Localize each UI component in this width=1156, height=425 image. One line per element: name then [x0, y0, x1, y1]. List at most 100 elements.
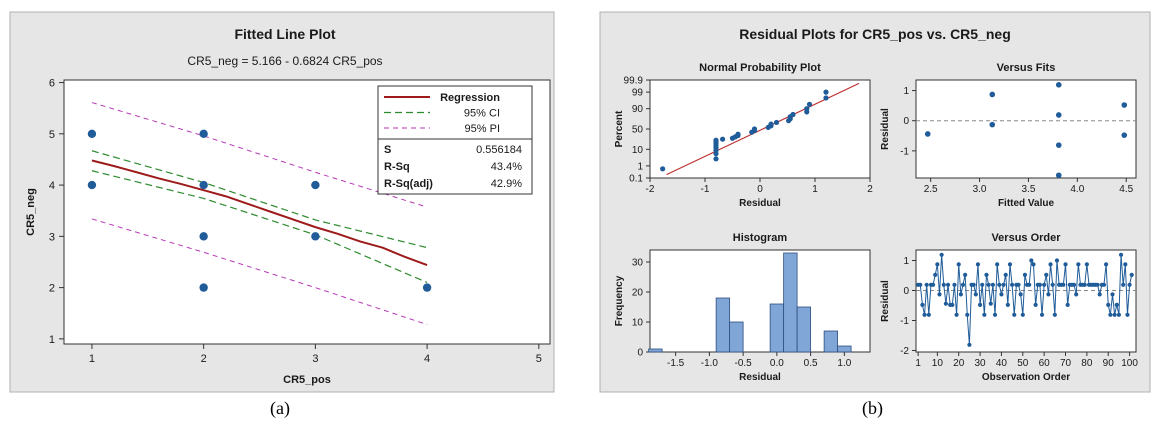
versus-fits-point: [1121, 102, 1128, 108]
normal-prob-point: [823, 95, 829, 101]
versus-order-point: [1050, 282, 1055, 287]
figure-label-a: (a): [270, 398, 290, 418]
x-axis-label: CR5_pos: [283, 374, 331, 386]
normal-prob-point: [790, 111, 796, 118]
legend-box: [377, 85, 533, 195]
normal-prob-point: [823, 89, 829, 95]
histogram-x-tick-label: -1.5: [667, 358, 685, 369]
data-point: [199, 180, 208, 190]
versus-order-point: [980, 282, 985, 287]
versus-order-point: [930, 282, 936, 287]
versus-order-y-tick-label: 1: [903, 256, 909, 267]
x-tick-label: 1: [89, 353, 95, 365]
versus-order-point: [1071, 282, 1077, 287]
versus-fits-point: [1055, 112, 1062, 118]
versus-order-point: [1001, 282, 1006, 287]
y-tick-label: 1: [49, 334, 55, 346]
versus-order-x-tick-label: 20: [953, 358, 965, 369]
stat-value: 43.4%: [491, 161, 522, 173]
versus-order-point: [943, 301, 949, 306]
versus-order-point: [1016, 282, 1021, 287]
y-tick-label: 4: [49, 180, 55, 192]
versus-order-point: [920, 302, 925, 307]
versus-order-point: [1052, 312, 1057, 317]
versus-order-point: [1010, 282, 1015, 287]
versus-order-point: [922, 312, 927, 317]
normal-prob-x-tick-label: 0: [757, 184, 763, 195]
y-tick-label: 5: [49, 129, 55, 141]
versus-order-point: [1095, 282, 1100, 287]
stat-value: 0.556184: [476, 144, 522, 156]
histogram-title: Histogram: [733, 232, 788, 244]
normal-prob-x-tick-label: -1: [701, 184, 710, 195]
versus-order-point: [935, 262, 940, 267]
versus-order-point: [997, 282, 1002, 287]
histogram-x-tick-label: -0.5: [735, 358, 753, 369]
versus-order-point: [1076, 262, 1081, 267]
versus-order-point: [1018, 292, 1023, 297]
versus-order-x-tick-label: 70: [1060, 358, 1072, 369]
x-tick-label: 2: [201, 353, 207, 365]
versus-order-point: [967, 342, 972, 347]
data-point: [87, 129, 97, 139]
versus-order-point: [1114, 302, 1119, 307]
normal-prob-x-axis-label: Residual: [739, 198, 781, 209]
normal-prob-point: [660, 166, 666, 172]
data-point: [87, 180, 97, 190]
versus-order-point: [1074, 292, 1079, 297]
normal-prob-point: [751, 126, 758, 132]
versus-order-x-tick-label: 1: [915, 358, 921, 369]
versus-fits-x-tick-label: 3.5: [1021, 184, 1035, 195]
versus-fits-point: [924, 131, 931, 137]
versus-order-point: [1037, 282, 1042, 287]
versus-order-point: [1097, 292, 1102, 297]
versus-order-point: [1116, 312, 1122, 317]
versus-order-point: [926, 312, 931, 317]
versus-order-x-tick-label: 30: [975, 358, 987, 369]
normal-prob-y-tick-label: 10: [632, 145, 644, 156]
versus-order-point: [1022, 272, 1028, 277]
histogram-bar: [823, 330, 839, 353]
figure-label-b: (b): [862, 398, 883, 418]
versus-order-point: [945, 282, 951, 287]
versus-order-plot-area: [915, 249, 1137, 353]
normal-prob-y-tick-label: 99.9: [624, 76, 644, 87]
versus-order-y-axis-label: Residual: [880, 280, 891, 322]
versus-order-point: [1101, 282, 1107, 287]
x-tick-label: 5: [536, 353, 542, 365]
versus-fits-y-tick-label: -1: [900, 146, 909, 157]
x-tick-label: 3: [312, 353, 318, 365]
histogram-y-tick-label: 20: [632, 288, 644, 299]
histogram-bar: [837, 345, 852, 353]
versus-order-point: [1012, 312, 1017, 317]
versus-order-point: [939, 252, 944, 257]
histogram-y-axis-label: Frequency: [614, 275, 625, 326]
versus-order-point: [1127, 282, 1132, 287]
versus-order-point: [1027, 282, 1032, 287]
normal-prob-point: [768, 121, 774, 127]
data-point: [311, 232, 320, 241]
versus-order-point: [975, 262, 981, 267]
ci-lower-line: [91, 170, 428, 284]
versus-order-point: [1110, 292, 1115, 297]
ci-upper-line: [91, 150, 428, 249]
legend-label: 95% PI: [465, 123, 500, 135]
histogram-x-axis-label: Residual: [739, 372, 781, 383]
regression-line: [91, 159, 428, 266]
versus-order-point: [1029, 258, 1034, 263]
versus-order-point: [1005, 302, 1010, 307]
versus-order-title: Versus Order: [991, 232, 1061, 244]
versus-order-x-tick-label: 100: [1121, 358, 1138, 369]
versus-order-point: [918, 282, 923, 287]
versus-order-x-tick-label: 10: [932, 358, 944, 369]
legend-label: 95% CI: [464, 108, 500, 120]
versus-order-point: [1007, 262, 1013, 267]
normal-prob-title: Normal Probability Plot: [699, 62, 821, 74]
fitted-line-plot: Fitted Line Plot CR5_neg = 5.166 - 0.6824…: [9, 11, 555, 393]
x-tick-label: 4: [424, 353, 430, 365]
versus-order-point: [982, 312, 987, 317]
versus-order-point: [971, 282, 976, 287]
data-point: [199, 232, 208, 241]
versus-order-point: [999, 292, 1004, 297]
y-tick-label: 6: [49, 78, 55, 90]
